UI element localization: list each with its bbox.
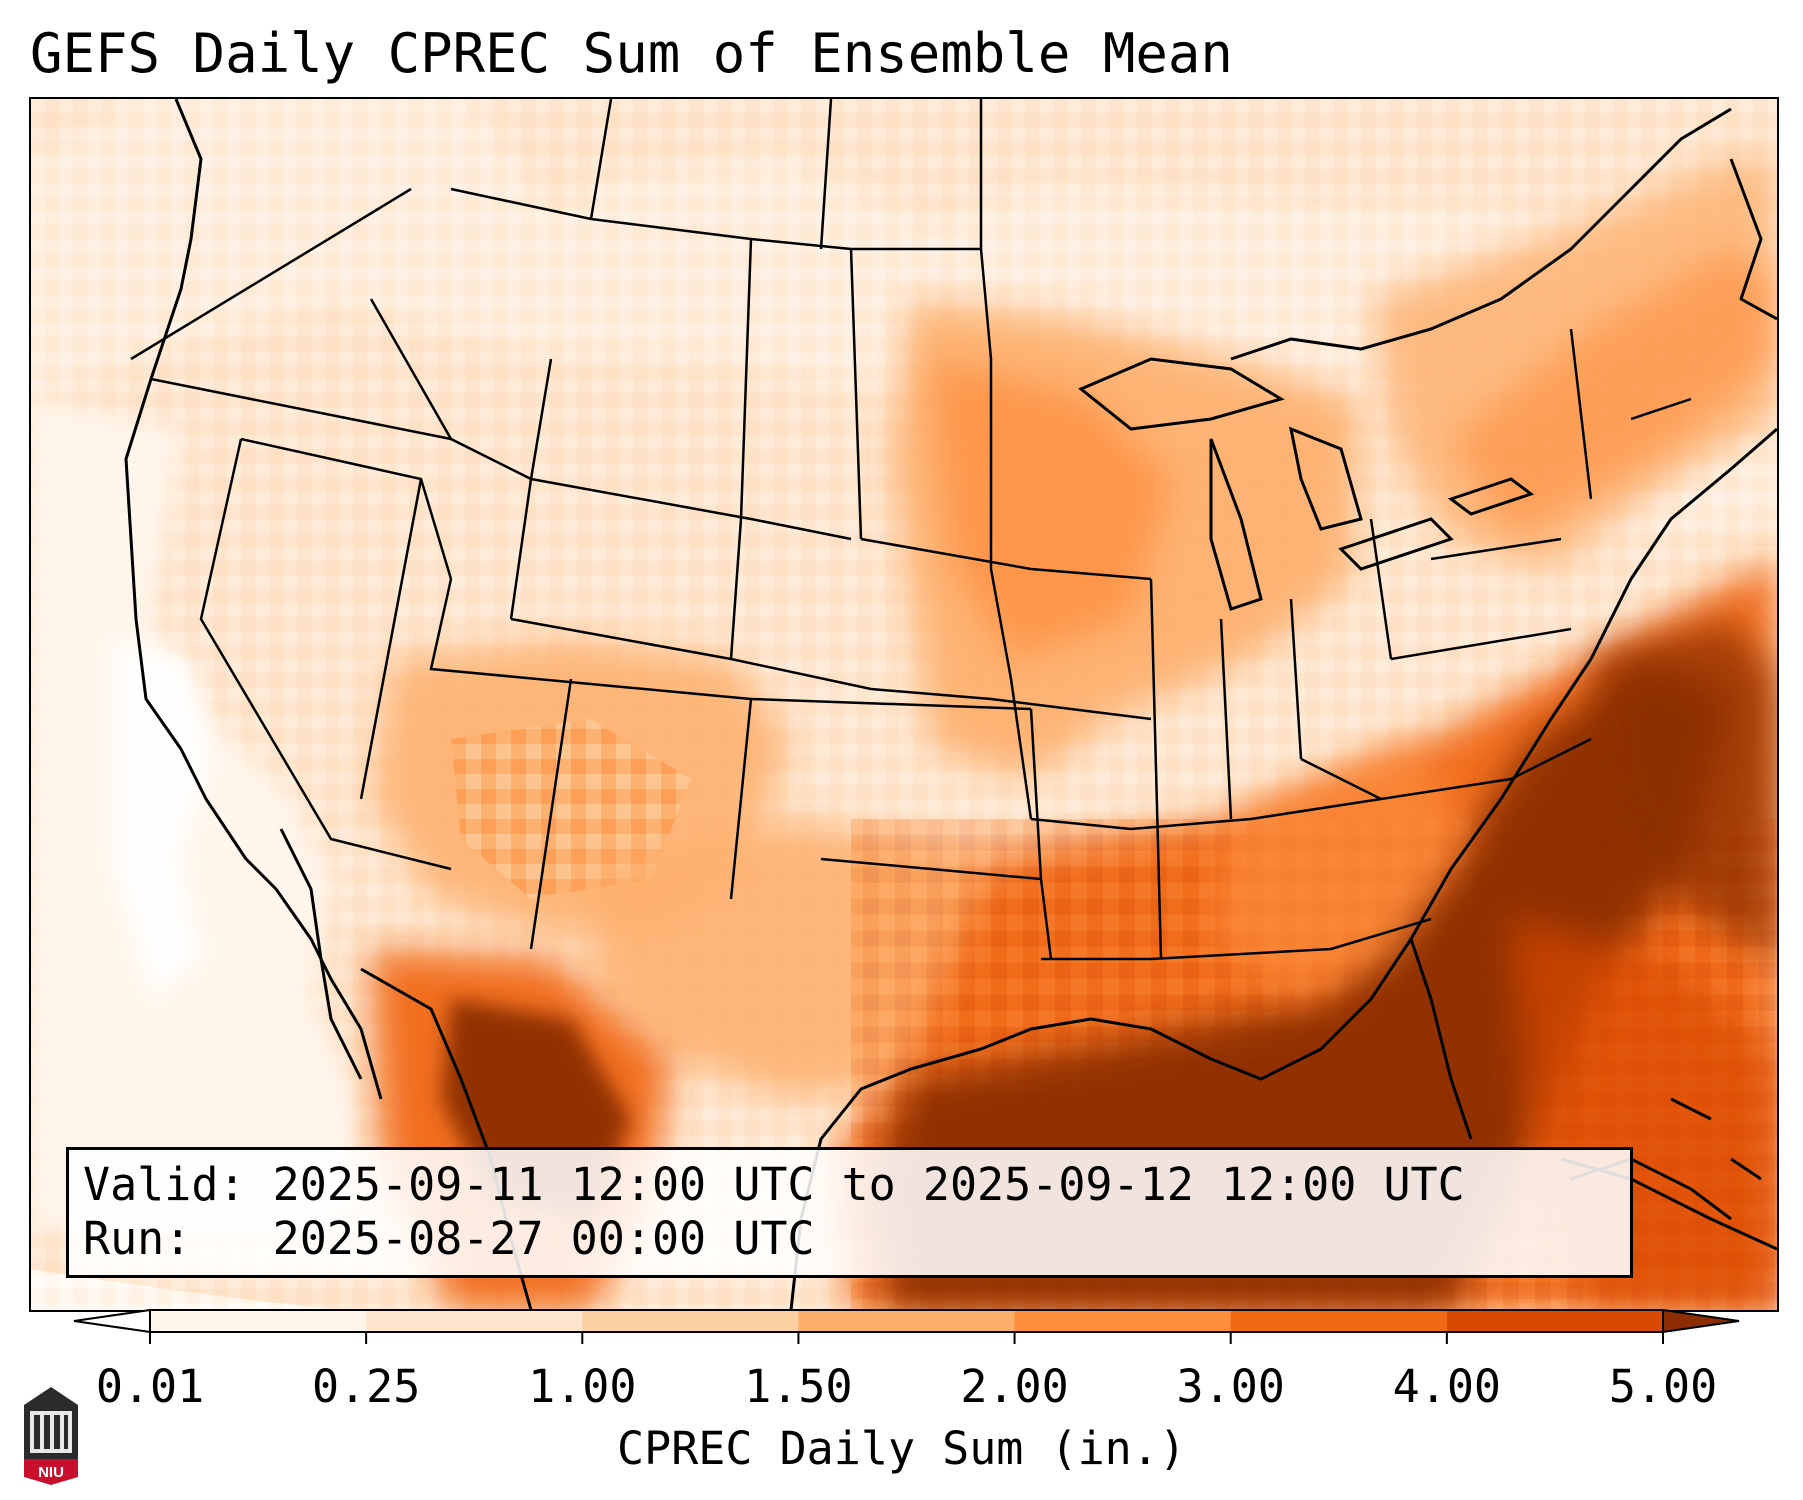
colorbar-segment (150, 1310, 367, 1332)
valid-time-line: Valid: 2025-09-11 12:00 UTC to 2025-09-1… (83, 1158, 1616, 1212)
colorbar-segment (366, 1310, 583, 1332)
validity-info-box: Valid: 2025-09-11 12:00 UTC to 2025-09-1… (66, 1147, 1633, 1278)
run-label: Run: (83, 1212, 192, 1265)
run-time-line: Run: 2025-08-27 00:00 UTC (83, 1212, 1616, 1266)
page-title: GEFS Daily CPREC Sum of Ensemble Mean (30, 22, 1233, 85)
colorbar-tick-label: 4.00 (1392, 1360, 1502, 1413)
colorbar-segment (1014, 1310, 1232, 1332)
colorbar-tick-label: 1.50 (744, 1360, 853, 1413)
run-value: 2025-08-27 00:00 UTC (272, 1212, 815, 1265)
precipitation-map (31, 99, 1777, 1310)
colorbar-label: CPREC Daily Sum (in.) (617, 1422, 1186, 1475)
colorbar-over-arrow (1662, 1308, 1740, 1334)
niu-logo: NIU (24, 1387, 78, 1485)
colorbar-tick-label: 5.00 (1608, 1360, 1718, 1413)
niu-logo-text: NIU (38, 1464, 64, 1481)
colorbar-tick-label: 0.25 (311, 1360, 421, 1413)
colorbar-segment (582, 1310, 799, 1332)
state-boundaries (130, 99, 1692, 961)
colorbar-under-arrow (73, 1308, 151, 1334)
colorbar (73, 1308, 1740, 1344)
colorbar-tick-label: 1.00 (528, 1360, 637, 1413)
colorbar-tick-label: 0.01 (95, 1360, 205, 1413)
colorbar-segment (1446, 1310, 1664, 1332)
colorbar-tick-label: 3.00 (1176, 1360, 1285, 1413)
colorbar-outline (149, 1309, 1664, 1333)
map-panel (29, 97, 1779, 1312)
great-lakes (1078, 357, 1535, 611)
valid-value: 2025-09-11 12:00 UTC to 2025-09-12 12:00… (272, 1158, 1465, 1211)
colorbar-segment (1230, 1310, 1448, 1332)
colorbar-segment (798, 1310, 1016, 1332)
valid-label: Valid: (83, 1158, 246, 1211)
precip-field (31, 99, 1777, 1310)
colorbar-tick-label: 2.00 (960, 1360, 1069, 1413)
